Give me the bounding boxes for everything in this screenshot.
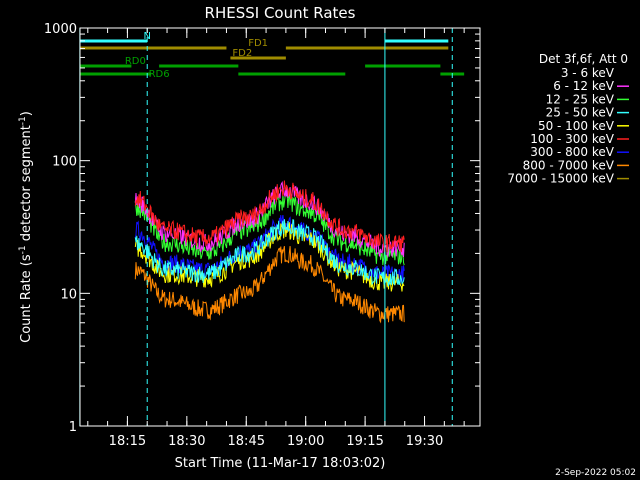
x-tick-label: 19:15	[346, 434, 383, 449]
series-trace	[134, 180, 405, 253]
x-tick-label: 19:00	[287, 434, 324, 449]
series-trace	[134, 245, 405, 324]
axes: 1 10 100 1000 18:15 18:30 18:45 19:00 19:15 19:30	[44, 22, 480, 449]
legend-entry-label: 800 - 7000 keV	[523, 158, 615, 172]
y-tick-label: 10	[60, 287, 77, 302]
legend-entry-label: 12 - 25 keV	[546, 92, 615, 106]
plot-frame	[79, 27, 481, 427]
legend-header: Det 3f,6f, Att 0	[539, 52, 628, 66]
series-trace	[134, 219, 405, 287]
legend-entry-label: 100 - 300 keV	[530, 132, 614, 146]
x-tick-label: 18:15	[109, 434, 146, 449]
flag-bar-label: RD0	[125, 56, 146, 67]
y-axis-label-part-3: -1	[18, 116, 28, 125]
x-tick-label: 18:30	[168, 434, 205, 449]
y-axis-label-part-0: Count Rate (s	[19, 254, 34, 343]
x-tick-label: 18:45	[228, 434, 265, 449]
legend-entry-label: 3 - 6 keV	[561, 66, 615, 80]
legend-entry-label: 50 - 100 keV	[538, 119, 615, 133]
flag-bar-label: N	[143, 31, 150, 42]
legend-entry-label: 7000 - 15000 keV	[507, 172, 614, 186]
footer-date: 2-Sep-2022 05:02	[555, 468, 636, 478]
chart-title: RHESSI Count Rates	[205, 4, 356, 22]
x-axis-label: Start Time (11-Mar-17 18:03:02)	[175, 456, 386, 471]
legend-entry-label: 300 - 800 keV	[530, 145, 614, 159]
series-lines	[134, 138, 405, 324]
x-tick-label: 19:30	[406, 434, 443, 449]
y-tick-label: 100	[52, 155, 77, 170]
y-axis-label: Count Rate (s-1 detector segment-1)	[18, 111, 34, 343]
y-tick-label: 1	[69, 420, 77, 435]
y-axis-label-part-1: -1	[18, 245, 28, 254]
flag-bar-label: FD2	[232, 48, 252, 59]
legend-entry-label: 25 - 50 keV	[546, 106, 615, 120]
legend-entry-label: 6 - 12 keV	[553, 79, 615, 93]
y-axis-label-part-2: detector segment	[19, 125, 34, 245]
flag-bar-label: RD6	[149, 69, 170, 80]
series-trace	[134, 138, 405, 175]
series-trace	[134, 191, 405, 266]
y-tick-label: 1000	[44, 22, 77, 37]
flag-bar-label: FD1	[248, 38, 268, 49]
y-axis-label-part-4: )	[19, 111, 34, 116]
